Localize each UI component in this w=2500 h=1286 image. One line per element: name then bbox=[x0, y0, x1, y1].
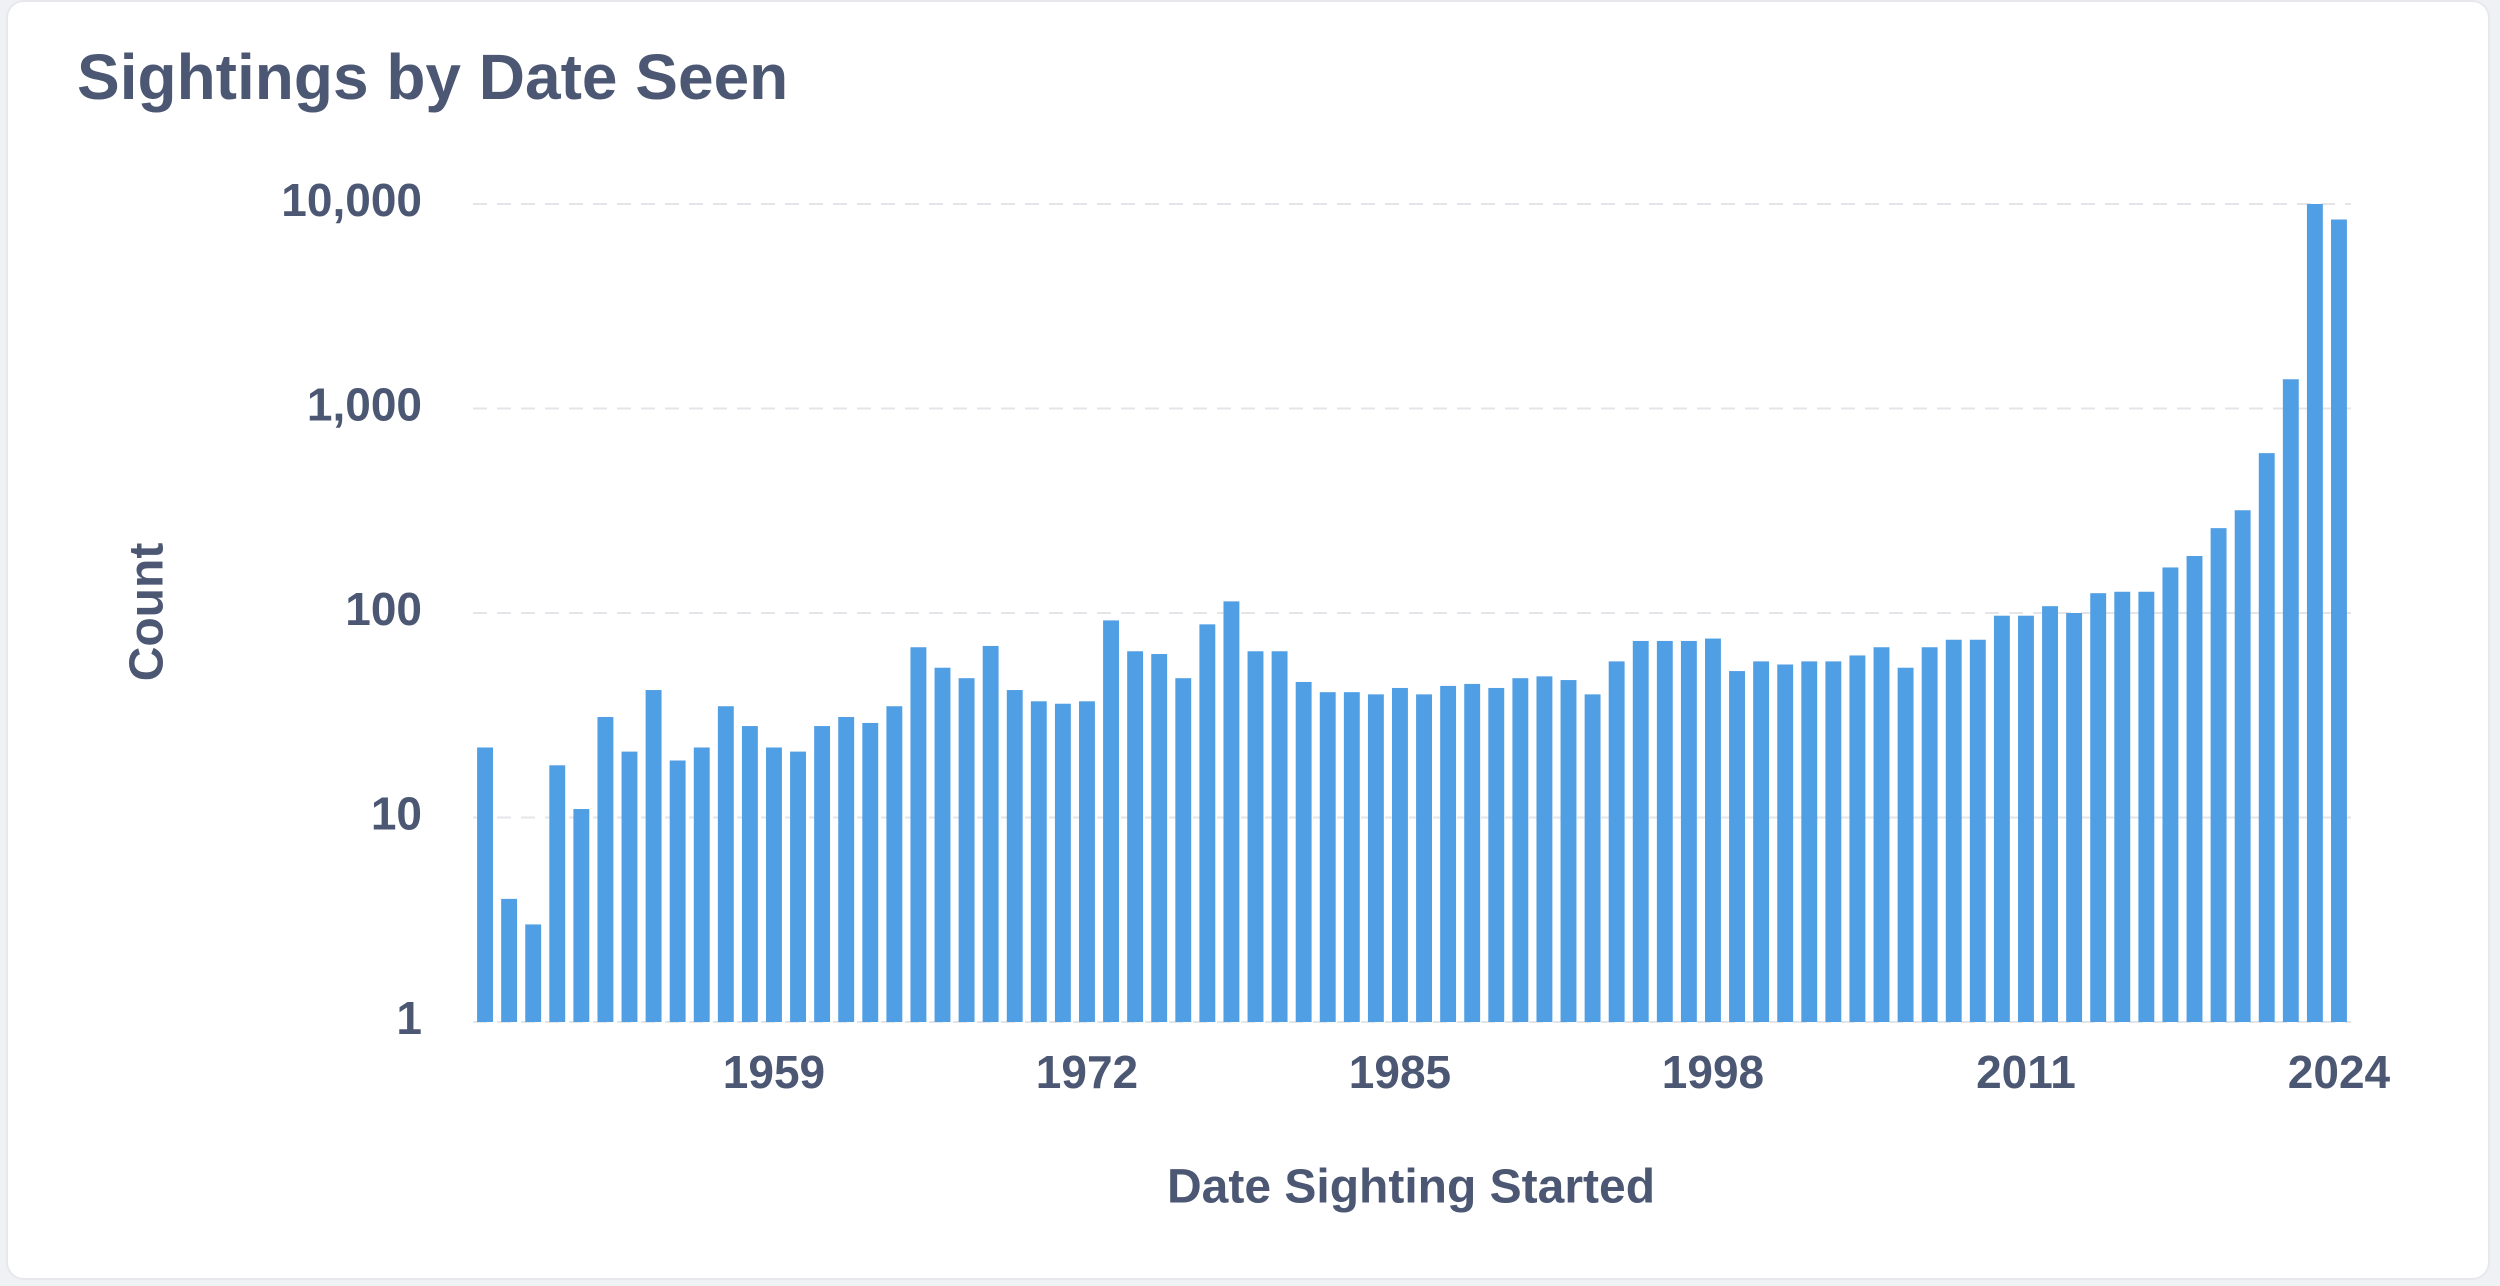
bar bbox=[525, 924, 542, 1022]
bar bbox=[2282, 379, 2299, 1022]
bar bbox=[1151, 654, 1168, 1022]
x-tick-label: 1959 bbox=[723, 1046, 825, 1098]
bar bbox=[1945, 639, 1962, 1022]
bar bbox=[1488, 687, 1505, 1022]
y-tick-label: 1,000 bbox=[307, 379, 422, 431]
bar bbox=[1127, 651, 1144, 1022]
bar bbox=[1753, 661, 1770, 1022]
bar bbox=[1006, 690, 1023, 1022]
bar bbox=[958, 678, 975, 1022]
bar bbox=[910, 647, 927, 1022]
bar bbox=[2234, 510, 2251, 1022]
y-tick-label: 1 bbox=[396, 992, 422, 1044]
bar bbox=[2114, 591, 2131, 1022]
bar bbox=[2090, 593, 2107, 1022]
bar bbox=[1656, 640, 1673, 1022]
bar bbox=[814, 726, 831, 1022]
bar bbox=[862, 722, 879, 1022]
bar bbox=[1897, 667, 1914, 1022]
bar bbox=[1416, 694, 1432, 1022]
bar bbox=[1536, 676, 1553, 1022]
bar bbox=[1271, 651, 1288, 1022]
bar bbox=[1680, 640, 1697, 1022]
bar bbox=[2306, 204, 2323, 1022]
bar bbox=[1223, 601, 1240, 1022]
bar bbox=[693, 747, 710, 1022]
bar bbox=[886, 706, 903, 1022]
bar bbox=[741, 726, 758, 1022]
bar bbox=[573, 809, 590, 1022]
bar bbox=[2186, 555, 2203, 1022]
bar bbox=[1777, 664, 1794, 1022]
bar bbox=[1319, 692, 1336, 1022]
bar bbox=[1632, 640, 1649, 1022]
bar bbox=[2018, 615, 2034, 1022]
bar bbox=[766, 747, 782, 1022]
bar bbox=[1079, 701, 1095, 1022]
bar bbox=[477, 747, 493, 1022]
x-tick-label: 1998 bbox=[1662, 1046, 1764, 1098]
x-tick-label: 2024 bbox=[2288, 1046, 2391, 1098]
bar bbox=[1343, 692, 1360, 1022]
y-tick-label: 10,000 bbox=[281, 174, 422, 226]
bar bbox=[1993, 615, 2010, 1022]
bar bbox=[501, 898, 518, 1022]
bar bbox=[2210, 528, 2227, 1022]
bar bbox=[1921, 647, 1938, 1022]
y-tick-label: 10 bbox=[371, 788, 422, 840]
bar bbox=[1608, 661, 1625, 1022]
bar bbox=[2138, 591, 2155, 1022]
y-axis-label: Count bbox=[121, 543, 174, 682]
y-tick-label: 100 bbox=[345, 583, 422, 635]
bar bbox=[1825, 661, 1842, 1022]
bar bbox=[2258, 453, 2275, 1023]
bar bbox=[838, 717, 855, 1022]
bar bbox=[2331, 219, 2347, 1023]
bar bbox=[1175, 678, 1192, 1022]
bar bbox=[1849, 655, 1866, 1022]
x-axis-label: Date Sighting Started bbox=[1167, 1161, 1655, 1214]
bar bbox=[934, 667, 951, 1022]
bar bbox=[1729, 671, 1745, 1022]
bar bbox=[1464, 683, 1481, 1022]
bar bbox=[549, 765, 566, 1022]
bar bbox=[1247, 651, 1264, 1022]
bar bbox=[2042, 606, 2058, 1022]
chart-title: Sightings by Date Seen bbox=[77, 41, 788, 113]
bar bbox=[1103, 620, 1119, 1022]
bar bbox=[1199, 624, 1216, 1022]
x-tick-label: 1972 bbox=[1036, 1046, 1138, 1098]
bar bbox=[1295, 681, 1312, 1022]
bar bbox=[982, 645, 999, 1022]
bar bbox=[1584, 694, 1601, 1022]
bar bbox=[1440, 685, 1457, 1022]
x-tick-label: 2011 bbox=[1976, 1046, 2076, 1098]
bar bbox=[645, 690, 662, 1022]
x-tick-label: 1985 bbox=[1349, 1046, 1451, 1098]
bar bbox=[717, 706, 734, 1022]
bar bbox=[669, 760, 686, 1022]
bar bbox=[1030, 701, 1047, 1022]
bar bbox=[2162, 567, 2179, 1022]
bar bbox=[1969, 639, 1986, 1022]
bar bbox=[621, 751, 638, 1022]
bar bbox=[2066, 613, 2083, 1022]
bar bbox=[1705, 638, 1721, 1022]
bar bbox=[1512, 678, 1529, 1022]
bar bbox=[597, 717, 614, 1022]
bar bbox=[1054, 703, 1071, 1022]
bar bbox=[1873, 647, 1890, 1022]
bar bbox=[1801, 661, 1818, 1022]
bar bbox=[1392, 687, 1408, 1022]
bar bbox=[790, 751, 806, 1022]
bar bbox=[1367, 694, 1384, 1022]
bar bbox=[1560, 680, 1577, 1022]
